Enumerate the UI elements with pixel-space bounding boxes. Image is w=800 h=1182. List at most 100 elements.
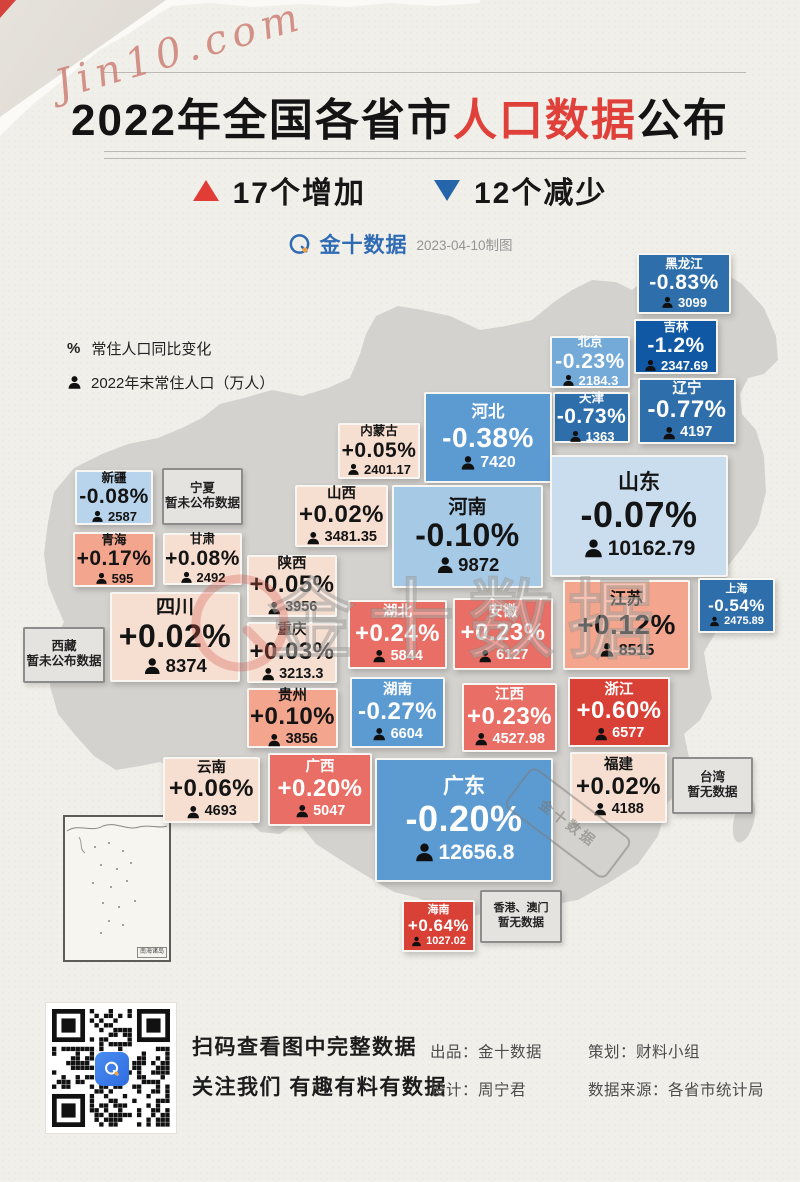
- inset-label: 南海诸岛: [136, 947, 167, 958]
- province-pct-change: +0.03%: [249, 637, 335, 665]
- province-card-xinjiang: 新疆 -0.08% 2587: [75, 470, 153, 525]
- province-name: 广东: [443, 775, 485, 799]
- province-pct-change: +0.23%: [460, 619, 546, 647]
- province-name: 西藏: [51, 639, 77, 654]
- province-population: 2347.69: [644, 358, 708, 374]
- province-pct-change: -0.73%: [556, 405, 627, 429]
- made-date: 2023-04-10制图: [416, 238, 513, 253]
- brand-name: 金十数据: [319, 234, 408, 257]
- province-name: 江苏: [610, 590, 643, 609]
- population-value: 4188: [611, 800, 644, 817]
- population-value: 3099: [678, 294, 707, 310]
- province-pct-change: +0.60%: [576, 697, 662, 725]
- credit-producer: 出品：金十数据: [430, 1044, 543, 1061]
- person-icon: [267, 733, 282, 748]
- province-population: 10162.79: [583, 536, 695, 561]
- province-card-jilin: 吉林 -1.2% 2347.69: [634, 319, 718, 374]
- province-name: 海南: [427, 903, 450, 916]
- province-pct-change: -0.38%: [442, 421, 534, 453]
- province-pct-change: -0.77%: [647, 396, 727, 424]
- province-pct-change: -0.10%: [415, 517, 520, 554]
- brand-logo-icon: [287, 232, 312, 257]
- province-population: 3956: [267, 599, 317, 616]
- province-card-neimenggu: 内蒙古 +0.05% 2401.17: [338, 423, 420, 479]
- person-icon: [594, 727, 609, 742]
- population-value: 4527.98: [492, 730, 545, 747]
- province-name: 山西: [327, 485, 356, 502]
- province-population: 1027.02: [411, 935, 466, 948]
- province-name: 北京: [577, 335, 603, 350]
- province-pct-change: -0.20%: [405, 798, 523, 840]
- province-name: 福建: [604, 757, 633, 774]
- credit-source: 数据来源：各省市统计局: [588, 1082, 765, 1099]
- province-pct-change: +0.24%: [354, 619, 441, 647]
- province-population: 5844: [372, 648, 423, 665]
- person-icon: [583, 538, 604, 559]
- province-name: 内蒙古: [360, 424, 398, 439]
- province-name: 辽宁: [672, 380, 702, 397]
- province-population: 2587: [91, 509, 137, 525]
- torn-edge-strip: [150, 0, 480, 7]
- province-name: 陕西: [277, 555, 307, 572]
- qr-logo-icon: [95, 1052, 129, 1086]
- person-icon: [67, 375, 82, 390]
- map-legend-pct-text: 常住人口同比变化: [91, 341, 212, 358]
- province-card-jiangxi: 江西 +0.23% 4527.98: [462, 683, 557, 752]
- province-card-hubei: 湖北 +0.24% 5844: [348, 600, 447, 669]
- province-card-shandong: 山东 -0.07% 10162.79: [550, 455, 728, 577]
- population-value: 5844: [390, 647, 423, 664]
- population-value: 6604: [390, 725, 423, 742]
- province-pct-change: +0.64%: [407, 916, 470, 936]
- population-value: 1363: [585, 428, 615, 444]
- person-icon: [186, 805, 201, 820]
- province-card-hunan: 湖南 -0.27% 6604: [350, 677, 445, 748]
- population-value: 2184.3: [578, 373, 619, 389]
- province-pct-change: +0.05%: [341, 438, 417, 462]
- population-value: 6127: [496, 647, 529, 664]
- person-icon: [569, 430, 582, 443]
- province-card-qinghai: 青海 +0.17% 595: [73, 532, 155, 587]
- province-card-guangxi: 广西 +0.20% 5047: [268, 753, 372, 826]
- person-icon: [91, 510, 104, 523]
- person-icon: [662, 426, 677, 441]
- south-china-sea-inset: 南海诸岛: [63, 815, 171, 962]
- province-card-shanghai: 上海 -0.54% 2475.89: [698, 578, 775, 633]
- person-icon: [436, 556, 455, 575]
- province-card-taiwan: 台湾 暂无数据: [672, 757, 753, 814]
- province-name: 天津: [578, 390, 604, 405]
- person-icon: [261, 667, 276, 682]
- population-value: 12656.8: [438, 840, 515, 864]
- province-pct-change: -0.27%: [357, 697, 438, 725]
- province-population: 4693: [186, 803, 237, 820]
- person-icon: [143, 657, 162, 676]
- province-card-hainan: 海南 +0.64% 1027.02: [402, 900, 475, 952]
- province-name: 广西: [305, 759, 335, 776]
- population-value: 2401.17: [364, 462, 411, 478]
- population-value: 2347.69: [661, 357, 708, 373]
- population-value: 9872: [458, 554, 500, 576]
- province-pct-change: +0.02%: [298, 501, 385, 529]
- province-name: 甘肃: [189, 532, 215, 547]
- province-pct-change: +0.17%: [76, 547, 152, 571]
- person-icon: [295, 804, 310, 819]
- province-card-hebei: 河北 -0.38% 7420: [424, 392, 552, 483]
- population-value: 3213.3: [279, 665, 324, 682]
- province-pct-change: +0.05%: [249, 571, 335, 599]
- province-population: 3213.3: [261, 665, 324, 683]
- province-name: 台湾: [699, 769, 725, 784]
- population-value: 595: [111, 570, 134, 586]
- population-value: 8374: [165, 654, 207, 676]
- person-icon: [347, 463, 360, 476]
- person-icon: [474, 732, 489, 747]
- province-name: 香港、澳门: [493, 902, 549, 915]
- province-name: 河北: [471, 402, 505, 421]
- person-icon: [599, 642, 615, 658]
- province-card-anhui: 安徽 +0.23% 6127: [453, 598, 553, 670]
- divider-line: [104, 72, 746, 73]
- qr-code: [45, 1002, 177, 1134]
- person-icon: [644, 359, 657, 372]
- decrease-triangle-icon: [434, 179, 460, 201]
- person-icon: [709, 616, 720, 627]
- province-pct-change: +0.23%: [466, 702, 553, 730]
- province-no-data-note: 暂未公布数据: [26, 654, 102, 669]
